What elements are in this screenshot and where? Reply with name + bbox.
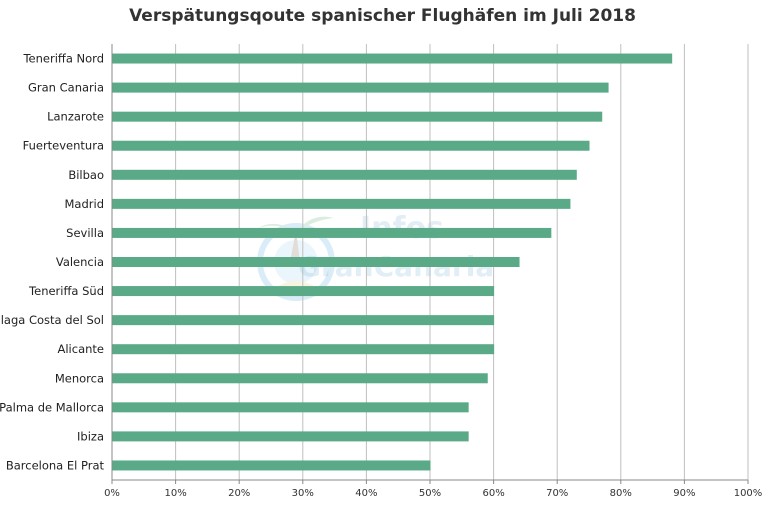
category-label-6: Sevilla [66, 226, 104, 240]
category-label-4: Bilbao [68, 168, 104, 182]
bar-0 [112, 53, 673, 64]
category-labels: Teneriffa Nord Gran Canaria Lanzarote Fuert… [0, 52, 104, 473]
bar-2 [112, 111, 603, 122]
category-label-7: Valencia [56, 255, 104, 269]
category-label-10: Alicante [58, 342, 105, 356]
bar-9 [112, 315, 495, 326]
x-tick-label-3: 30% [292, 488, 314, 499]
bar-12 [112, 402, 469, 413]
category-label-0: Teneriffa Nord [22, 52, 104, 66]
x-tick-label-9: 90% [673, 488, 695, 499]
bar-7 [112, 257, 520, 267]
x-tick-label-2: 20% [228, 488, 250, 499]
x-tick-label-5: 50% [419, 488, 441, 499]
bar-11 [112, 373, 488, 384]
bar-14 [112, 460, 431, 471]
bar-6 [112, 227, 552, 238]
category-label-12: Palma de Mallorca [0, 400, 104, 414]
x-tick-label-10: 100% [734, 488, 763, 499]
bar-3 [112, 140, 590, 151]
bar-13 [112, 431, 469, 442]
bars [112, 53, 673, 471]
x-tick-label-4: 40% [355, 488, 377, 499]
category-label-11: Menorca [55, 371, 104, 385]
x-tick-label-7: 70% [546, 488, 568, 499]
bar-5 [112, 198, 571, 209]
x-axis-ticks: 0% 10% 20% 30% 40% 50% 60% 70% 80% 90% 100% [104, 480, 762, 499]
bar-1 [112, 82, 609, 93]
category-label-1: Gran Canaria [28, 81, 104, 95]
category-label-9: Malaga Costa del Sol [0, 313, 104, 327]
category-label-14: Barcelona El Prat [6, 458, 105, 472]
chart-title: Verspätungsqoute spanischer Flughäfen im… [129, 6, 636, 26]
x-tick-label-1: 10% [164, 488, 186, 499]
category-label-5: Madrid [65, 197, 105, 211]
category-label-8: Teneriffa Süd [28, 284, 104, 298]
category-label-2: Lanzarote [47, 110, 104, 124]
x-tick-label-0: 0% [104, 488, 120, 499]
bar-4 [112, 169, 577, 180]
bar-10 [112, 344, 495, 355]
bar-8 [112, 286, 495, 297]
x-tick-label-8: 80% [610, 488, 632, 499]
category-label-13: Ibiza [77, 429, 104, 443]
x-tick-label-6: 60% [482, 488, 504, 499]
category-label-3: Fuerteventura [23, 139, 104, 153]
